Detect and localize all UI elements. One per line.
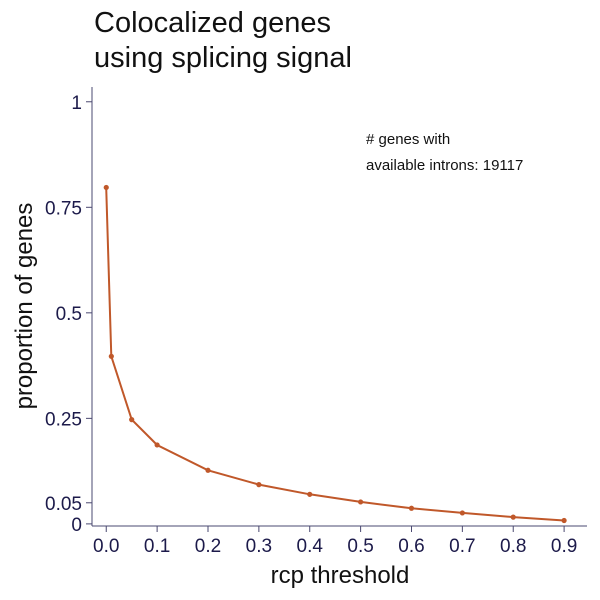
data-point: [256, 482, 262, 488]
data-point: [154, 442, 160, 448]
x-tick-label: 0.9: [551, 536, 577, 557]
series-line: [105, 187, 565, 522]
y-tick-label: 0: [71, 515, 82, 536]
x-tick-label: 0.3: [246, 536, 272, 557]
y-axis-ticks: 00.05 0.25 0.5 0.75 1: [45, 93, 92, 536]
data-point: [408, 505, 415, 511]
x-tick-label: 0.0: [93, 536, 119, 557]
data-point: [459, 510, 465, 516]
data-point: [510, 514, 516, 520]
annotation-line-1: # genes with: [366, 131, 450, 148]
x-tick-label: 0.2: [195, 536, 221, 557]
y-tick-label: 0.75: [45, 198, 82, 219]
chart-title-line-2: using splicing signal: [94, 42, 352, 74]
y-tick-label: 0.05: [45, 494, 82, 515]
annotation: # genes with available introns: 19117: [366, 131, 523, 174]
annotation-line-2: available introns: 19117: [366, 157, 523, 174]
x-tick-label: 0.8: [500, 536, 526, 557]
y-tick-label: 0.5: [56, 304, 82, 325]
x-axis-title: rcp threshold: [271, 562, 410, 589]
data-point: [358, 499, 364, 505]
x-axis-ticks: 0.0 0.1 0.2 0.3 0.4 0.5 0.6 0.7 0.8 0.9: [93, 526, 577, 557]
data-point: [129, 417, 135, 423]
x-tick-label: 0.5: [347, 536, 373, 557]
data-point: [103, 184, 109, 191]
y-tick-label: 0.25: [45, 409, 82, 430]
plot-area: [103, 184, 567, 524]
chart-title-line-1: Colocalized genes: [94, 7, 331, 39]
axes: 00.050.250.50.751 0.0 0.1 0.2 0.3 0.4 0.5 0.6 0…: [45, 87, 587, 557]
x-tick-label: 0.6: [398, 536, 424, 557]
x-tick-label: 0.1: [144, 536, 170, 557]
y-tick-label: 1: [71, 93, 82, 114]
data-point: [307, 491, 313, 497]
chart-title: Colocalized genes using splicing signal: [94, 7, 352, 74]
data-point: [108, 353, 114, 359]
x-tick-label: 0.7: [449, 536, 475, 557]
data-point: [561, 517, 567, 524]
y-axis-title: proportion of genes: [11, 203, 38, 410]
x-tick-label: 0.4: [297, 536, 324, 557]
data-point: [205, 467, 211, 473]
